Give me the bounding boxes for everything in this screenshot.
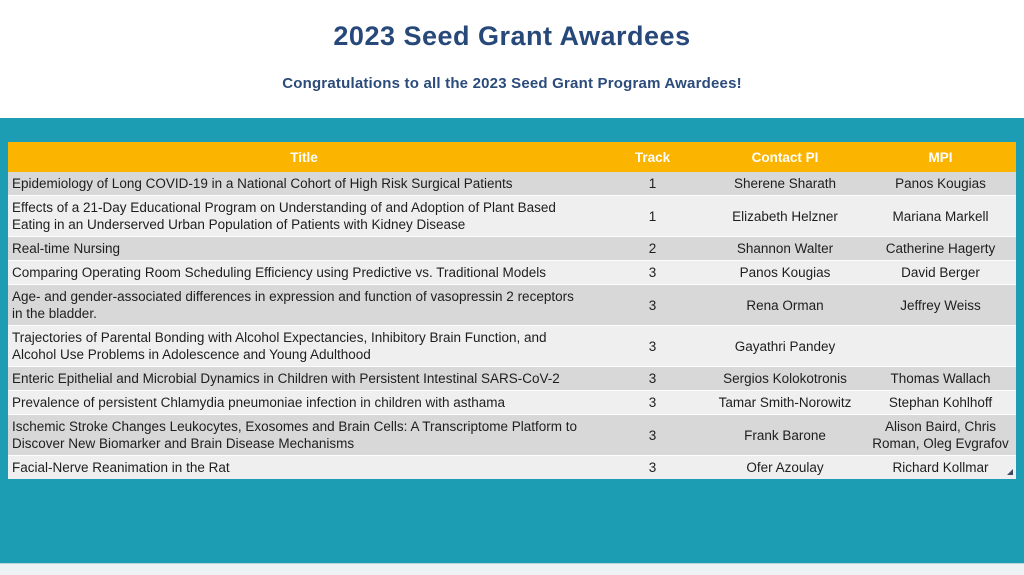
cell-track: 3 — [600, 325, 705, 367]
cell-contact-pi: Panos Kougias — [705, 260, 865, 285]
cell-contact-pi: Sherene Sharath — [705, 172, 865, 196]
cell-title: Age- and gender-associated differences i… — [8, 284, 600, 326]
table-row: Comparing Operating Room Scheduling Effi… — [8, 260, 1016, 285]
cell-mpi: David Berger — [865, 260, 1016, 285]
cell-title: Prevalence of persistent Chlamydia pneum… — [8, 390, 600, 415]
cell-title: Facial-Nerve Reanimation in the Rat — [8, 455, 600, 479]
cell-mpi: Thomas Wallach — [865, 366, 1016, 391]
cell-contact-pi: Gayathri Pandey — [705, 325, 865, 367]
page-title: 2023 Seed Grant Awardees — [333, 21, 691, 51]
cell-contact-pi: Elizabeth Helzner — [705, 195, 865, 237]
cell-contact-pi: Shannon Walter — [705, 236, 865, 261]
awardees-panel: Title Track Contact PI MPI Epidemiology … — [0, 118, 1024, 563]
cell-track: 3 — [600, 366, 705, 391]
cell-title: Real-time Nursing — [8, 236, 600, 261]
cell-contact-pi: Frank Barone — [705, 414, 865, 456]
column-header-track: Track — [600, 142, 705, 172]
cell-mpi: Stephan Kohlhoff — [865, 390, 1016, 415]
cell-title: Ischemic Stroke Changes Leukocytes, Exos… — [8, 414, 600, 456]
cell-track: 3 — [600, 260, 705, 285]
bottom-strip — [0, 563, 1024, 575]
awardees-table: Title Track Contact PI MPI Epidemiology … — [8, 142, 1016, 479]
cell-track: 3 — [600, 414, 705, 456]
table-row: Enteric Epithelial and Microbial Dynamic… — [8, 366, 1016, 391]
awardees-data-table: Title Track Contact PI MPI Epidemiology … — [8, 142, 1016, 479]
table-row: Real-time Nursing 2 Shannon Walter Catherin… — [8, 236, 1016, 261]
cell-title: Comparing Operating Room Scheduling Effi… — [8, 260, 600, 285]
table-resize-handle-icon — [1007, 469, 1013, 475]
column-header-title: Title — [8, 142, 600, 172]
table-row: Effects of a 21-Day Educational Program … — [8, 195, 1016, 237]
table-row: Facial-Nerve Reanimation in the Rat 3 Ofer… — [8, 455, 1016, 479]
table-row: Trajectories of Parental Bonding with Al… — [8, 325, 1016, 367]
cell-mpi: Catherine Hagerty — [865, 236, 1016, 261]
cell-mpi: Panos Kougias — [865, 172, 1016, 196]
cell-mpi — [865, 325, 1016, 367]
cell-mpi: Alison Baird, Chris Roman, Oleg Evgrafov — [865, 414, 1016, 456]
cell-title: Enteric Epithelial and Microbial Dynamic… — [8, 366, 600, 391]
table-row: Epidemiology of Long COVID-19 in a Natio… — [8, 172, 1016, 196]
table-row: Age- and gender-associated differences i… — [8, 284, 1016, 326]
cell-contact-pi: Ofer Azoulay — [705, 455, 865, 479]
table-header-row: Title Track Contact PI MPI — [8, 142, 1016, 172]
cell-contact-pi: Rena Orman — [705, 284, 865, 326]
column-header-contact-pi: Contact PI — [705, 142, 865, 172]
cell-contact-pi: Tamar Smith-Norowitz — [705, 390, 865, 415]
cell-mpi: Jeffrey Weiss — [865, 284, 1016, 326]
table-row: Ischemic Stroke Changes Leukocytes, Exos… — [8, 414, 1016, 456]
column-header-mpi: MPI — [865, 142, 1016, 172]
cell-track: 1 — [600, 172, 705, 196]
cell-mpi: Mariana Markell — [865, 195, 1016, 237]
cell-title: Trajectories of Parental Bonding with Al… — [8, 325, 600, 367]
cell-track: 3 — [600, 284, 705, 326]
cell-title: Effects of a 21-Day Educational Program … — [8, 195, 600, 237]
cell-track: 1 — [600, 195, 705, 237]
cell-track: 2 — [600, 236, 705, 261]
page-subtitle: Congratulations to all the 2023 Seed Gra… — [282, 75, 742, 92]
cell-contact-pi: Sergios Kolokotronis — [705, 366, 865, 391]
page-header: 2023 Seed Grant Awardees Congratulations… — [0, 0, 1024, 118]
cell-track: 3 — [600, 390, 705, 415]
cell-title: Epidemiology of Long COVID-19 in a Natio… — [8, 172, 600, 196]
table-row: Prevalence of persistent Chlamydia pneum… — [8, 390, 1016, 415]
cell-track: 3 — [600, 455, 705, 479]
cell-mpi: Richard Kollmar — [865, 455, 1016, 479]
